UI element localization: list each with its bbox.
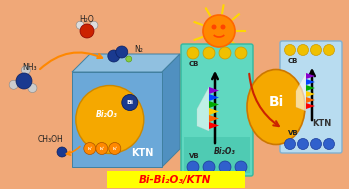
Circle shape xyxy=(109,143,121,154)
Text: KTN: KTN xyxy=(312,119,331,128)
Text: Bi: Bi xyxy=(268,95,284,109)
Circle shape xyxy=(96,143,108,154)
Circle shape xyxy=(211,25,216,29)
FancyBboxPatch shape xyxy=(280,41,342,153)
Text: h⁺: h⁺ xyxy=(87,146,92,150)
Circle shape xyxy=(203,15,235,47)
Text: NH₃: NH₃ xyxy=(23,63,37,71)
Circle shape xyxy=(16,73,32,89)
Text: VB: VB xyxy=(288,130,299,136)
Text: Bi₂O₃: Bi₂O₃ xyxy=(96,110,118,119)
Circle shape xyxy=(324,44,334,56)
Circle shape xyxy=(284,139,296,149)
Polygon shape xyxy=(306,103,315,109)
Circle shape xyxy=(221,25,225,29)
Polygon shape xyxy=(306,73,315,79)
FancyBboxPatch shape xyxy=(184,137,250,173)
Circle shape xyxy=(21,66,30,75)
Polygon shape xyxy=(306,97,315,103)
Circle shape xyxy=(76,85,144,153)
FancyBboxPatch shape xyxy=(72,72,162,167)
Circle shape xyxy=(57,147,67,157)
Polygon shape xyxy=(209,87,219,94)
Text: Bi₂O₃: Bi₂O₃ xyxy=(214,147,236,156)
Polygon shape xyxy=(72,54,180,72)
Polygon shape xyxy=(209,101,219,108)
Circle shape xyxy=(235,47,247,59)
Circle shape xyxy=(311,44,321,56)
Text: H₂O: H₂O xyxy=(80,15,94,23)
Polygon shape xyxy=(162,54,180,167)
Circle shape xyxy=(187,161,199,173)
Circle shape xyxy=(80,24,94,38)
Circle shape xyxy=(203,47,215,59)
Circle shape xyxy=(284,44,296,56)
FancyArrowPatch shape xyxy=(249,74,279,126)
Circle shape xyxy=(219,47,231,59)
Circle shape xyxy=(90,21,98,29)
FancyBboxPatch shape xyxy=(181,44,253,176)
Circle shape xyxy=(311,139,321,149)
FancyArrowPatch shape xyxy=(66,146,80,155)
Polygon shape xyxy=(296,73,306,111)
Polygon shape xyxy=(209,115,219,122)
Circle shape xyxy=(9,80,18,89)
Circle shape xyxy=(108,50,120,62)
Polygon shape xyxy=(306,91,315,97)
Circle shape xyxy=(187,47,199,59)
Text: Bi-Bi₂O₃/KTN: Bi-Bi₂O₃/KTN xyxy=(139,174,211,184)
Circle shape xyxy=(235,161,247,173)
Text: h⁺: h⁺ xyxy=(112,146,117,150)
Polygon shape xyxy=(306,85,315,91)
Polygon shape xyxy=(197,87,209,131)
Circle shape xyxy=(122,94,138,111)
FancyBboxPatch shape xyxy=(107,171,245,188)
Polygon shape xyxy=(209,94,219,101)
Text: Bi: Bi xyxy=(126,100,133,105)
Circle shape xyxy=(297,139,309,149)
Ellipse shape xyxy=(247,70,305,145)
Circle shape xyxy=(126,56,132,62)
Circle shape xyxy=(116,46,128,58)
Polygon shape xyxy=(209,122,219,129)
Circle shape xyxy=(84,143,96,154)
Circle shape xyxy=(203,161,215,173)
Text: VB: VB xyxy=(189,153,200,159)
Text: h⁺: h⁺ xyxy=(99,146,104,150)
Circle shape xyxy=(324,139,334,149)
Text: KTN: KTN xyxy=(131,148,154,158)
Text: CB: CB xyxy=(189,61,199,67)
Polygon shape xyxy=(306,79,315,85)
Circle shape xyxy=(297,44,309,56)
Circle shape xyxy=(219,161,231,173)
Text: N₂: N₂ xyxy=(134,46,143,54)
Circle shape xyxy=(28,84,37,93)
FancyArrowPatch shape xyxy=(40,53,102,69)
Text: CB: CB xyxy=(288,58,298,64)
Circle shape xyxy=(76,21,84,29)
Polygon shape xyxy=(209,108,219,115)
Text: CH₃OH: CH₃OH xyxy=(37,135,63,143)
